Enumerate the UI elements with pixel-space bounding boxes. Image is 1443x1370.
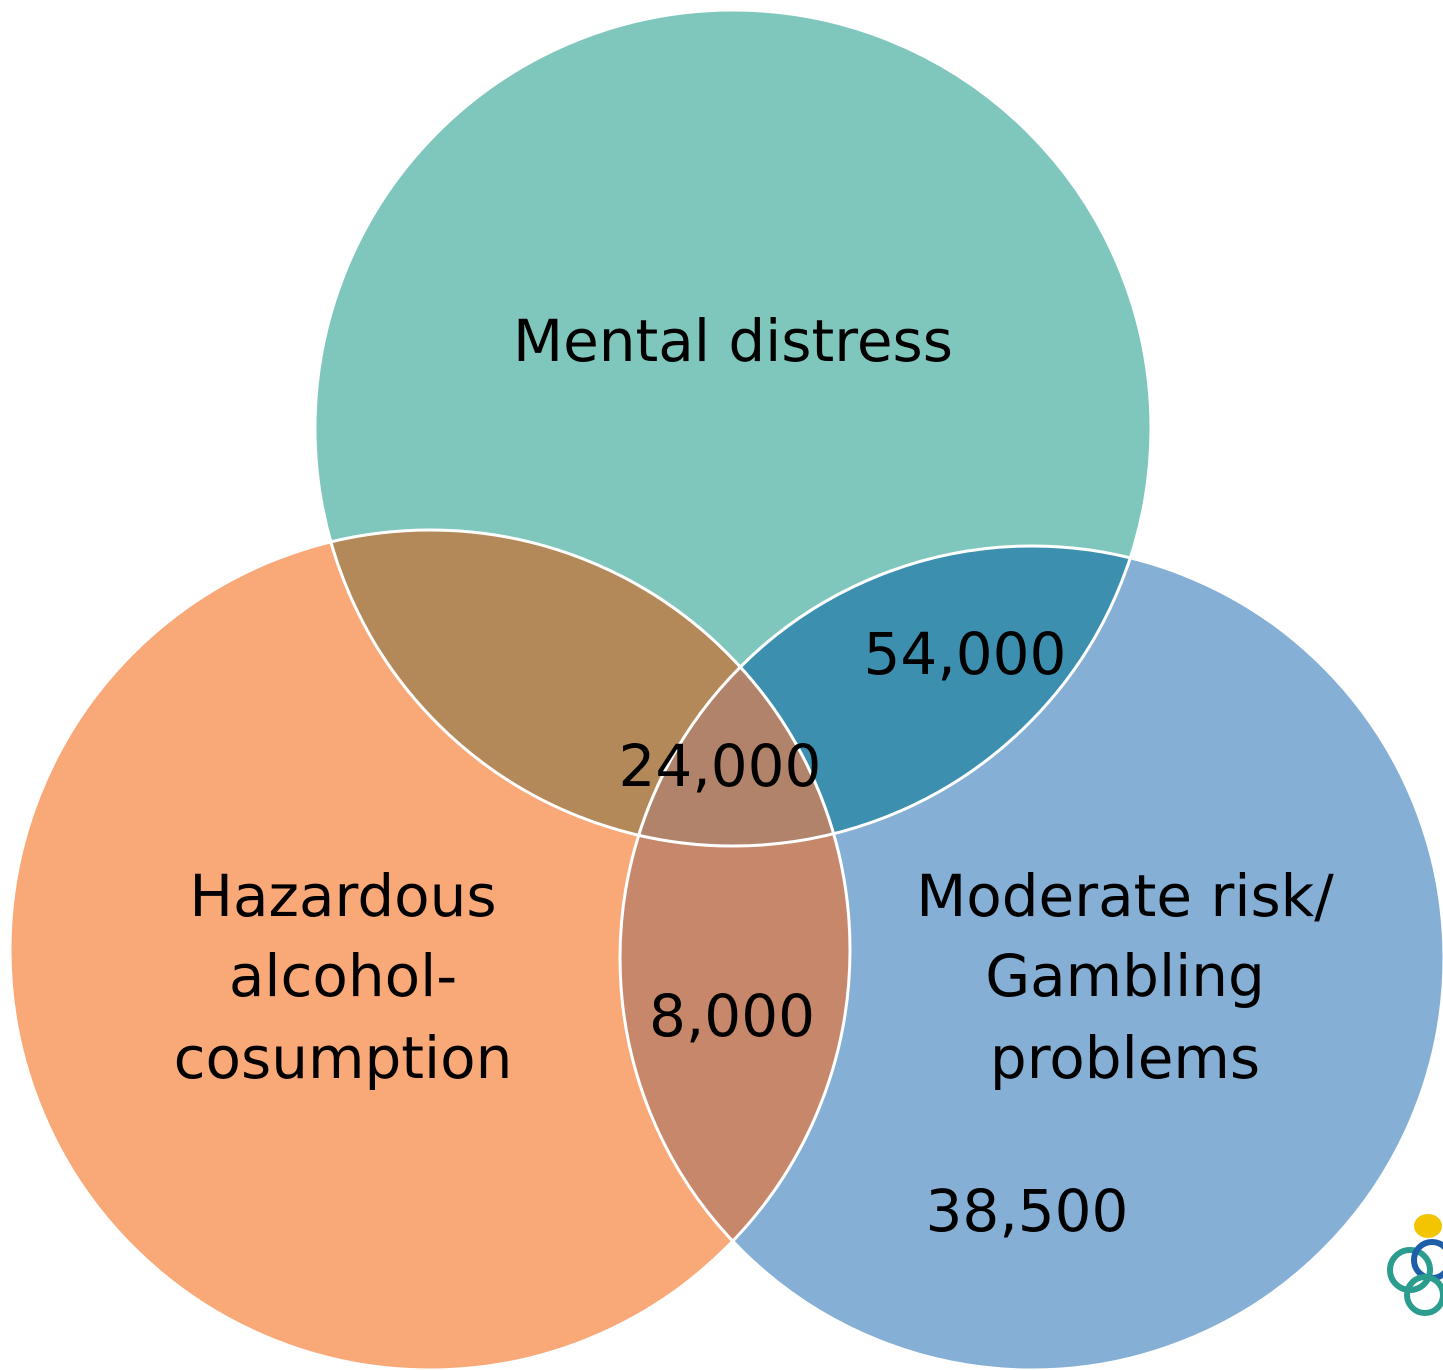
outline <box>8 528 852 1370</box>
overlap-mental-gambling <box>620 546 1151 846</box>
overlap-mental-alcohol <box>315 530 850 846</box>
set-label: Mental distress <box>513 307 953 375</box>
logo <box>1387 1214 1443 1316</box>
outline <box>618 544 1443 1370</box>
region-label: 38,500 <box>926 1177 1129 1245</box>
set-label: Gambling <box>985 942 1265 1010</box>
set-label: alcohol- <box>229 942 457 1010</box>
region-label: 54,000 <box>864 620 1067 688</box>
set-label: Moderate risk/ <box>916 862 1334 930</box>
set-label: problems <box>990 1024 1260 1092</box>
outline <box>313 8 1153 848</box>
set-label: cosumption <box>174 1024 513 1092</box>
region-label: 8,000 <box>649 982 815 1050</box>
set-label: Hazardous <box>189 862 496 930</box>
region-label: 24,000 <box>619 732 822 800</box>
